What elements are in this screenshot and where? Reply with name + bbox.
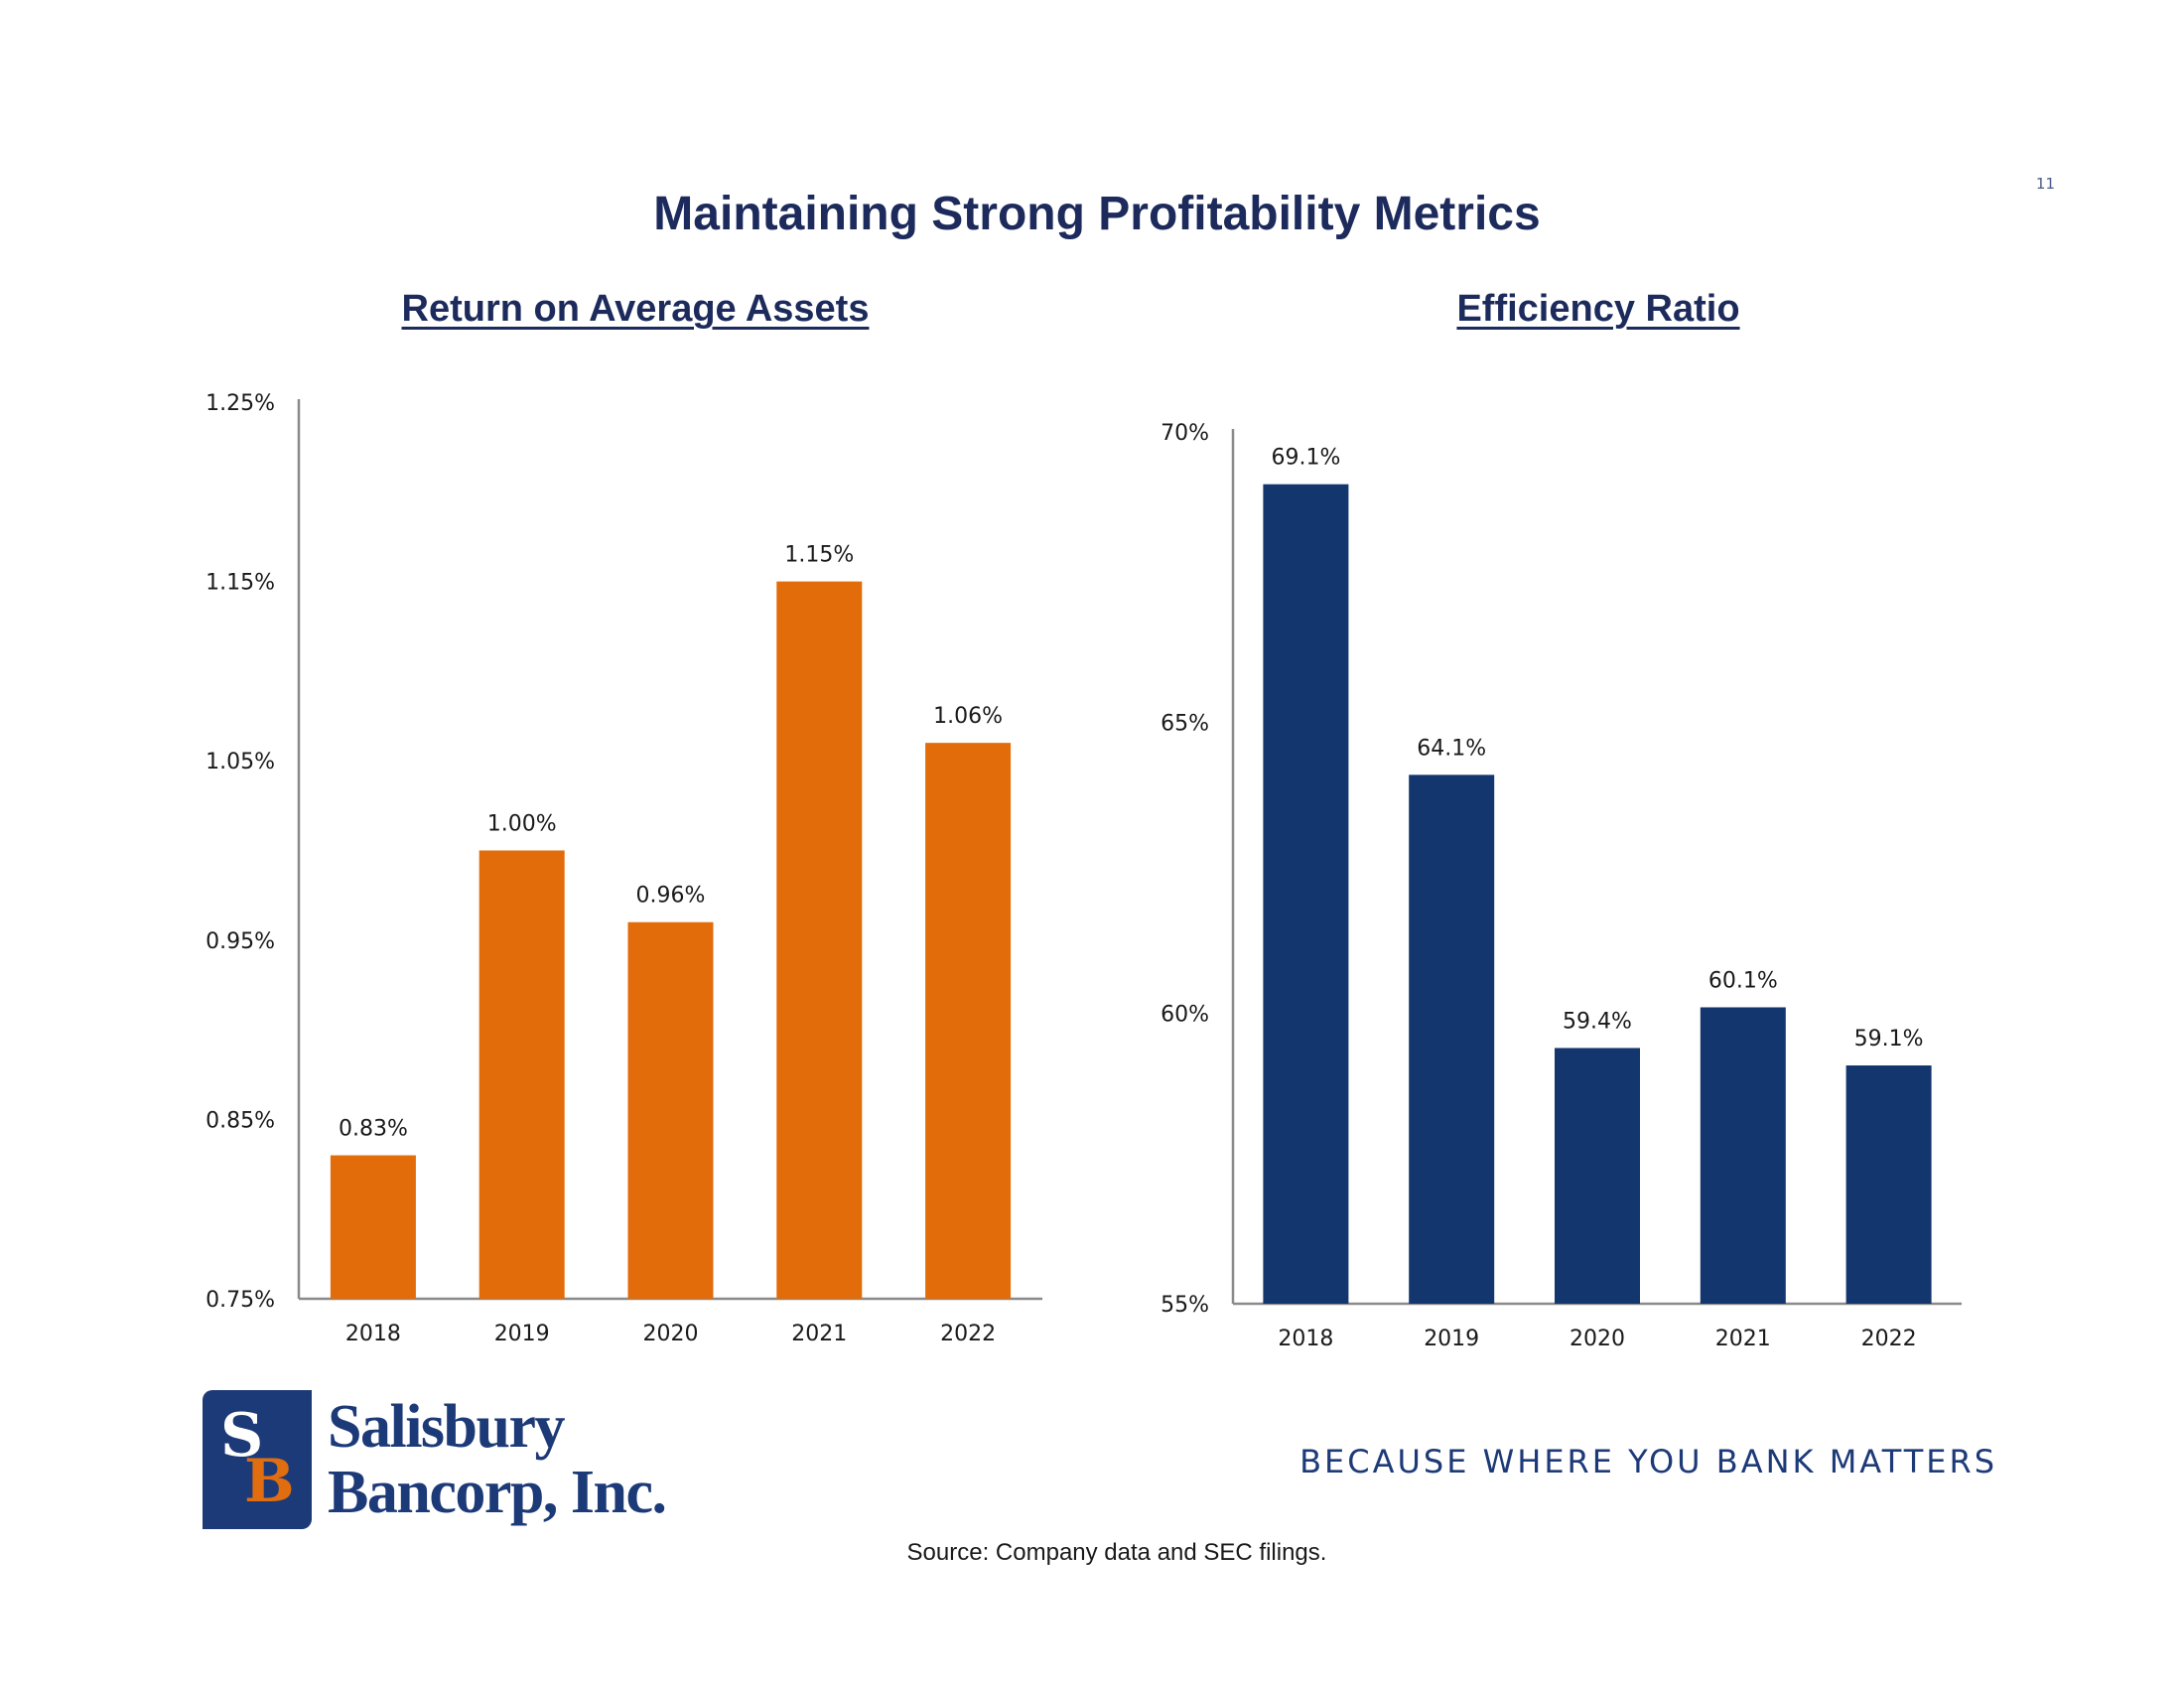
logo-mark-s: S — [220, 1401, 264, 1471]
roa-data-label: 0.96% — [636, 884, 706, 909]
roa-y-tick-label: 1.15% — [205, 571, 275, 596]
efficiency-bar-2022 — [1845, 1065, 1932, 1304]
roa-data-label: 1.00% — [487, 812, 557, 837]
efficiency-data-label: 64.1% — [1417, 736, 1486, 761]
roa-y-tick-label: 1.25% — [205, 391, 275, 416]
tagline: BECAUSE WHERE YOU BANK MATTERS — [1299, 1443, 1997, 1480]
roa-bar-2019 — [478, 850, 565, 1299]
efficiency-chart: 55% 60% 65% 70% 69.1% 2018 64.1% 2019 59.4% 2020 6… — [1160, 421, 1962, 1351]
roa-x-tick-label: 2021 — [791, 1322, 847, 1346]
roa-y-tick-label: 0.95% — [205, 929, 275, 954]
roa-x-tick-label: 2022 — [940, 1322, 996, 1346]
efficiency-chart-title: Efficiency Ratio — [1456, 288, 1740, 330]
roa-data-label: 1.06% — [933, 704, 1003, 729]
roa-x-tick-label: 2018 — [345, 1322, 401, 1346]
page-number: 11 — [2035, 175, 2055, 193]
roa-data-label: 1.15% — [784, 543, 854, 568]
roa-y-tick-label: 1.05% — [205, 750, 275, 774]
efficiency-x-tick-label: 2018 — [1278, 1327, 1333, 1351]
efficiency-data-label: 60.1% — [1708, 968, 1778, 993]
logo-name-line1: Salisbury — [328, 1393, 566, 1461]
efficiency-x-tick-label: 2022 — [1861, 1327, 1917, 1351]
company-logo: S B Salisbury Bancorp, Inc. — [203, 1390, 669, 1539]
efficiency-y-tick-label: 60% — [1160, 1002, 1209, 1027]
efficiency-x-tick-label: 2019 — [1424, 1327, 1479, 1351]
efficiency-y-tick-label: 55% — [1160, 1293, 1209, 1318]
efficiency-x-tick-label: 2021 — [1715, 1327, 1771, 1351]
roa-chart-title: Return on Average Assets — [401, 288, 870, 330]
logo-mark-b: B — [244, 1447, 295, 1516]
efficiency-y-tick-label: 70% — [1160, 421, 1209, 446]
efficiency-y-tick-label: 65% — [1160, 712, 1209, 737]
efficiency-data-label: 59.4% — [1563, 1009, 1632, 1034]
efficiency-bar-2020 — [1555, 1048, 1640, 1304]
source-note: Source: Company data and SEC filings. — [906, 1539, 1327, 1566]
efficiency-bar-2021 — [1700, 1007, 1786, 1304]
efficiency-bar-2018 — [1263, 484, 1349, 1304]
roa-y-tick-label: 0.85% — [205, 1108, 275, 1133]
roa-bar-2018 — [330, 1155, 416, 1299]
roa-data-label: 0.83% — [339, 1117, 408, 1142]
roa-bar-2020 — [627, 921, 714, 1299]
roa-bar-2022 — [925, 743, 1012, 1299]
efficiency-bar-2019 — [1409, 774, 1495, 1304]
efficiency-x-tick-label: 2020 — [1570, 1327, 1625, 1351]
roa-bar-2021 — [776, 581, 863, 1299]
logo-mark: S B — [203, 1390, 312, 1529]
logo-name-line2: Bancorp, Inc. — [328, 1459, 667, 1526]
page-title: Maintaining Strong Profitability Metrics — [653, 188, 1541, 240]
roa-x-tick-label: 2020 — [643, 1322, 699, 1346]
roa-x-tick-label: 2019 — [494, 1322, 550, 1346]
roa-chart: 0.75% 0.85% 0.95% 1.05% 1.15% 1.25% 0.83% 2018 1… — [205, 391, 1042, 1346]
roa-y-tick-label: 0.75% — [205, 1288, 275, 1313]
efficiency-data-label: 69.1% — [1271, 446, 1340, 471]
efficiency-data-label: 59.1% — [1854, 1027, 1924, 1052]
